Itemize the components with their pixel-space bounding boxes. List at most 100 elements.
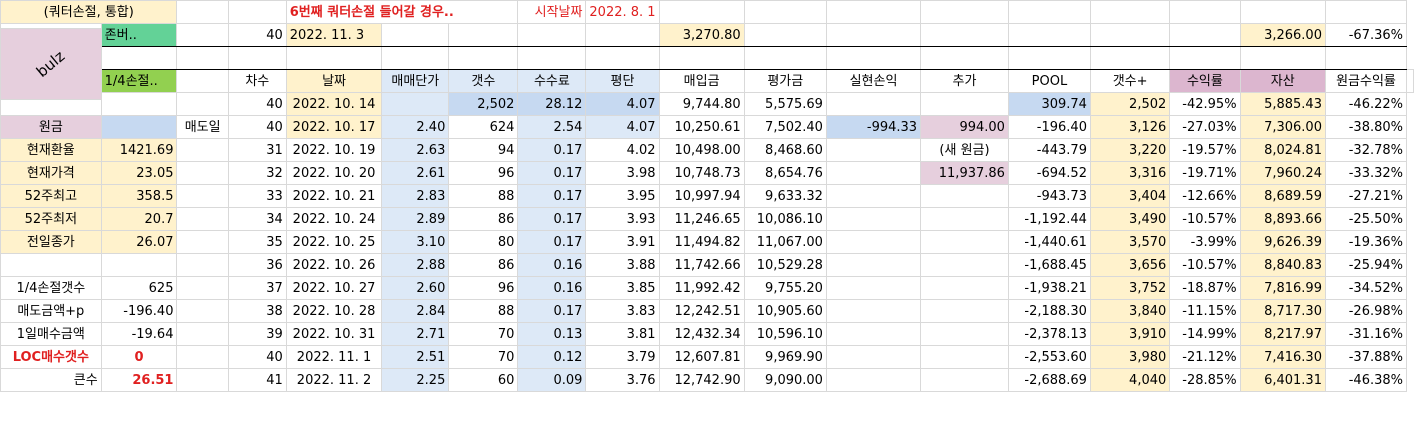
sell-day-cell[interactable]: 매도일 xyxy=(176,115,229,139)
empty-cell[interactable] xyxy=(1324,0,1408,24)
table-cell[interactable]: 39 xyxy=(227,322,287,346)
table-cell[interactable]: -994.33 xyxy=(825,115,922,139)
empty-cell[interactable] xyxy=(825,0,922,24)
sidebar-label-cell[interactable] xyxy=(0,253,102,277)
table-cell[interactable] xyxy=(920,276,1009,300)
sell-day-cell[interactable] xyxy=(176,138,229,162)
table-cell[interactable]: -443.79 xyxy=(1007,138,1091,162)
sell-day-cell[interactable] xyxy=(176,184,229,208)
table-cell[interactable]: -46.22% xyxy=(1324,92,1408,116)
table-cell[interactable]: 94 xyxy=(448,138,519,162)
table-cell[interactable]: 31 xyxy=(227,138,287,162)
table-cell[interactable]: 2022. 10. 25 xyxy=(285,230,383,254)
table-cell[interactable]: 2022. 10. 26 xyxy=(285,253,383,277)
table-cell[interactable]: 2022. 10. 19 xyxy=(285,138,383,162)
column-header[interactable]: 추가 xyxy=(920,69,1009,93)
table-cell[interactable]: 34 xyxy=(227,207,287,231)
table-cell[interactable]: 7,502.40 xyxy=(743,115,827,139)
table-cell[interactable]: -196.40 xyxy=(1007,115,1091,139)
table-cell[interactable]: 8,717.30 xyxy=(1239,299,1326,323)
table-cell[interactable]: 36 xyxy=(227,253,287,277)
table-cell[interactable]: 86 xyxy=(448,253,519,277)
table-cell[interactable]: 2.51 xyxy=(381,345,450,369)
table-cell[interactable]: 0.17 xyxy=(517,184,587,208)
table-cell[interactable]: -3.99% xyxy=(1169,230,1241,254)
table-cell[interactable]: -34.52% xyxy=(1324,276,1408,300)
table-cell[interactable]: -10.57% xyxy=(1169,253,1241,277)
sidebar-label-cell[interactable]: 전일종가 xyxy=(0,230,102,254)
empty-cell[interactable] xyxy=(1239,0,1326,24)
table-cell[interactable]: 2.88 xyxy=(381,253,450,277)
table-cell[interactable]: 3,752 xyxy=(1089,276,1171,300)
table-cell[interactable]: 0.12 xyxy=(517,345,587,369)
empty-cell[interactable] xyxy=(1324,46,1408,70)
table-cell[interactable]: 2.61 xyxy=(381,161,450,185)
table-cell[interactable]: -14.99% xyxy=(1169,322,1241,346)
table-cell[interactable]: 2.60 xyxy=(381,276,450,300)
table-cell[interactable]: 10,086.10 xyxy=(743,207,827,231)
table-cell[interactable] xyxy=(920,184,1009,208)
zombie-asset-cell[interactable]: 3,266.00 xyxy=(1239,23,1326,47)
table-cell[interactable] xyxy=(920,230,1009,254)
table-cell[interactable]: -27.03% xyxy=(1169,115,1241,139)
table-cell[interactable]: 10,596.10 xyxy=(743,322,827,346)
column-header[interactable]: 갯수+ xyxy=(1089,69,1171,93)
table-cell[interactable] xyxy=(920,253,1009,277)
table-cell[interactable]: 2022. 10. 21 xyxy=(285,184,383,208)
table-cell[interactable]: 2.63 xyxy=(381,138,450,162)
table-cell[interactable] xyxy=(825,184,922,208)
table-cell[interactable]: 3.76 xyxy=(585,368,660,392)
sidebar-value-cell[interactable] xyxy=(100,253,178,277)
zombie-avg-cell[interactable]: 3,270.80 xyxy=(658,23,745,47)
sidebar-value-cell[interactable]: 1421.69 xyxy=(100,138,178,162)
table-cell[interactable]: 7,416.30 xyxy=(1239,345,1326,369)
table-cell[interactable] xyxy=(825,253,922,277)
zombie-round-cell[interactable]: 40 xyxy=(227,23,287,47)
empty-cell[interactable] xyxy=(825,46,922,70)
table-cell[interactable]: 11,937.86 xyxy=(920,161,1009,185)
sell-day-cell[interactable] xyxy=(176,92,229,116)
table-cell[interactable]: 2.25 xyxy=(381,368,450,392)
table-cell[interactable]: 9,626.39 xyxy=(1239,230,1326,254)
table-cell[interactable] xyxy=(920,322,1009,346)
table-cell[interactable]: 4.07 xyxy=(585,92,660,116)
table-cell[interactable]: -19.71% xyxy=(1169,161,1241,185)
table-cell[interactable]: -943.73 xyxy=(1007,184,1091,208)
table-cell[interactable]: 10,529.28 xyxy=(743,253,827,277)
table-cell[interactable]: 2022. 10. 24 xyxy=(285,207,383,231)
table-cell[interactable] xyxy=(920,368,1009,392)
empty-cell[interactable] xyxy=(100,46,178,70)
sheet-title-cell[interactable]: (쿼터손절, 통합) xyxy=(0,0,178,24)
table-cell[interactable]: 33 xyxy=(227,184,287,208)
empty-cell[interactable] xyxy=(1169,0,1241,24)
table-cell[interactable]: 96 xyxy=(448,161,519,185)
table-cell[interactable]: 8,468.60 xyxy=(743,138,827,162)
table-cell[interactable] xyxy=(920,92,1009,116)
empty-cell[interactable] xyxy=(176,23,229,47)
empty-cell[interactable] xyxy=(658,46,745,70)
sidebar-label-cell[interactable]: 1/4손절갯수 xyxy=(0,276,102,300)
table-cell[interactable]: 9,755.20 xyxy=(743,276,827,300)
table-cell[interactable]: 2022. 11. 2 xyxy=(285,368,383,392)
table-cell[interactable]: 624 xyxy=(448,115,519,139)
table-cell[interactable]: 11,494.82 xyxy=(658,230,745,254)
table-cell[interactable]: -11.15% xyxy=(1169,299,1241,323)
table-cell[interactable]: 2022. 10. 27 xyxy=(285,276,383,300)
empty-cell[interactable] xyxy=(585,46,660,70)
table-cell[interactable]: 8,893.66 xyxy=(1239,207,1326,231)
column-header[interactable]: 평단 xyxy=(585,69,660,93)
sidebar-value-cell[interactable] xyxy=(100,115,178,139)
table-cell[interactable]: -25.50% xyxy=(1324,207,1408,231)
sidebar-value-cell[interactable]: 26.51 xyxy=(100,368,178,392)
empty-cell[interactable] xyxy=(381,23,450,47)
empty-cell[interactable] xyxy=(381,46,450,70)
table-cell[interactable]: -18.87% xyxy=(1169,276,1241,300)
sell-day-cell[interactable] xyxy=(176,322,229,346)
table-cell[interactable] xyxy=(920,207,1009,231)
table-cell[interactable]: 3.81 xyxy=(585,322,660,346)
sidebar-value-cell[interactable]: 0 xyxy=(100,345,178,369)
empty-cell[interactable] xyxy=(1406,69,1414,93)
column-header[interactable]: 매매단가 xyxy=(381,69,450,93)
empty-cell[interactable] xyxy=(1089,46,1171,70)
table-cell[interactable]: 8,217.97 xyxy=(1239,322,1326,346)
